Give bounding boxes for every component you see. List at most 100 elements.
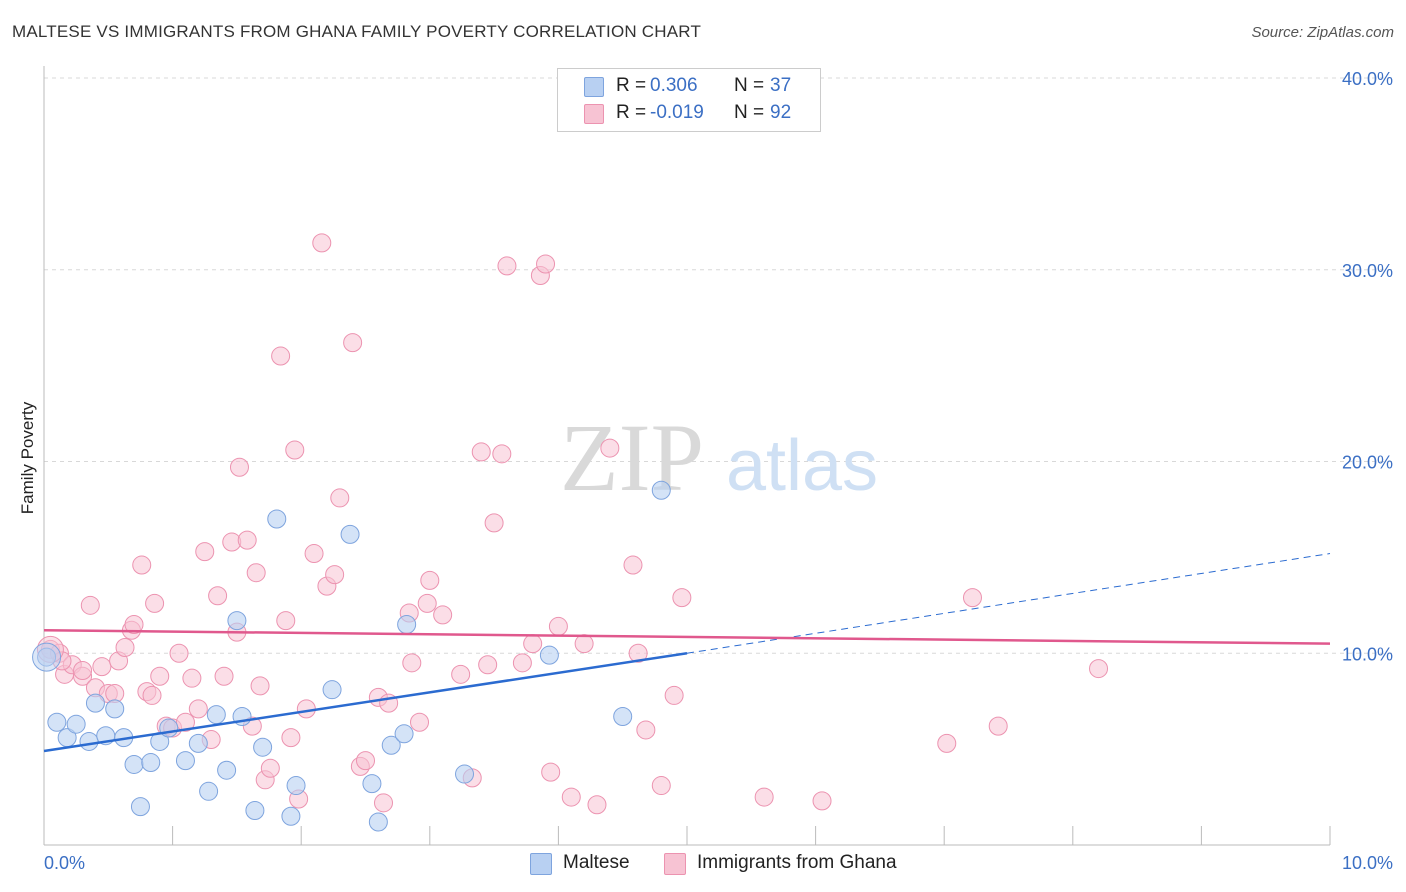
ghana-point <box>1089 659 1109 679</box>
maltese-point <box>455 764 475 784</box>
ghana-point <box>587 795 607 815</box>
maltese-point <box>362 774 382 794</box>
ghana-point <box>175 712 195 732</box>
ghana-point <box>73 661 93 681</box>
ghana-point <box>92 657 112 677</box>
maltese-legend-label: Maltese <box>563 852 630 873</box>
maltese-point <box>227 611 247 631</box>
maltese-legend-swatch <box>530 853 552 875</box>
x-tick-label: 0.0% <box>44 853 85 873</box>
ghana-point <box>812 791 832 811</box>
n-label: N = <box>734 75 765 96</box>
maltese-points <box>32 480 671 832</box>
ghana-point <box>188 699 208 719</box>
ghana-point <box>937 733 957 753</box>
maltese-point <box>381 735 401 755</box>
ghana-point <box>636 720 656 740</box>
maltese-point-large <box>32 642 62 672</box>
maltese-point <box>253 737 273 757</box>
watermark-zip: ZIP <box>560 404 704 511</box>
ghana-point <box>132 555 152 575</box>
ghana-point <box>343 333 363 353</box>
y-tick-label: 10.0% <box>1342 644 1393 664</box>
maltese-point <box>188 733 208 753</box>
r-label: R = <box>616 102 647 123</box>
maltese-point <box>397 614 417 634</box>
maltese-trend-extension <box>686 553 1331 654</box>
x-tick-label: 10.0% <box>1342 853 1393 873</box>
ghana-point <box>281 728 301 748</box>
ghana-point <box>451 664 471 684</box>
ghana-point <box>145 593 165 613</box>
ghana-point <box>229 457 249 477</box>
maltese-point <box>394 724 414 744</box>
ghana-point <box>374 793 394 813</box>
maltese-point <box>267 509 287 529</box>
ghana-point <box>260 758 280 778</box>
ghana-point <box>574 634 594 654</box>
ghana-point <box>651 776 671 796</box>
maltese-point <box>322 680 342 700</box>
correlation-legend: R = 0.306 N = 37 R = -0.019 N = 92 <box>557 68 821 132</box>
ghana-point <box>169 643 189 663</box>
ghana-point <box>312 233 332 253</box>
ghana-point <box>512 653 532 673</box>
ghana-point <box>672 588 692 608</box>
maltese-point <box>85 693 105 713</box>
ghana-point <box>271 346 291 366</box>
ghana-point <box>548 616 568 636</box>
ghana-point <box>142 685 162 705</box>
ghana-point <box>150 666 170 686</box>
source-label: Source: ZipAtlas.com <box>1251 24 1394 41</box>
ghana-point <box>536 254 556 274</box>
maltese-point <box>245 800 265 820</box>
ghana-point <box>195 542 215 562</box>
tick-labels: 10.0% 20.0% 30.0% 40.0% 0.0% 10.0% <box>44 69 1393 873</box>
r-value: -0.019 <box>650 102 704 123</box>
ghana-legend-label: Immigrants from Ghana <box>697 852 897 873</box>
ghana-point <box>600 438 620 458</box>
n-value: 37 <box>770 75 792 96</box>
watermark-atlas: atlas <box>726 426 878 506</box>
maltese-point <box>539 645 559 665</box>
ghana-point <box>754 787 774 807</box>
ghana-point <box>420 570 440 590</box>
maltese-point <box>613 707 633 727</box>
ghana-point <box>962 588 982 608</box>
r-value: 0.306 <box>650 75 698 96</box>
trend-lines <box>43 553 1331 753</box>
ghana-point <box>246 563 266 583</box>
maltese-point <box>199 781 219 801</box>
ghana-point <box>471 442 491 462</box>
ghana-point <box>296 699 316 719</box>
ghana-point <box>285 440 305 460</box>
maltese-point <box>47 712 67 732</box>
chart-title: MALTESE VS IMMIGRANTS FROM GHANA FAMILY … <box>12 22 702 41</box>
maltese-swatch <box>584 77 604 97</box>
watermark: ZIP atlas <box>560 404 878 511</box>
ghana-point <box>80 595 100 615</box>
ghana-point <box>115 637 135 657</box>
ghana-point <box>214 666 234 686</box>
ghana-point <box>433 605 453 625</box>
y-tick-label: 30.0% <box>1342 261 1393 281</box>
maltese-point <box>368 812 388 832</box>
y-tick-label: 40.0% <box>1342 69 1393 89</box>
ghana-point <box>478 655 498 675</box>
maltese-point <box>286 776 306 796</box>
ghana-point <box>250 676 270 696</box>
ghana-point <box>182 668 202 688</box>
ghana-point <box>325 565 345 585</box>
maltese-point <box>124 754 144 774</box>
ghana-point <box>492 444 512 464</box>
ghana-swatch <box>584 104 604 124</box>
ghana-point <box>541 762 561 782</box>
ghana-legend-swatch <box>664 853 686 875</box>
ghana-point <box>988 716 1008 736</box>
ghana-point <box>304 544 324 564</box>
ghana-point <box>623 555 643 575</box>
axes <box>43 66 1331 846</box>
ghana-point <box>237 530 257 550</box>
maltese-trend-line <box>43 652 688 753</box>
